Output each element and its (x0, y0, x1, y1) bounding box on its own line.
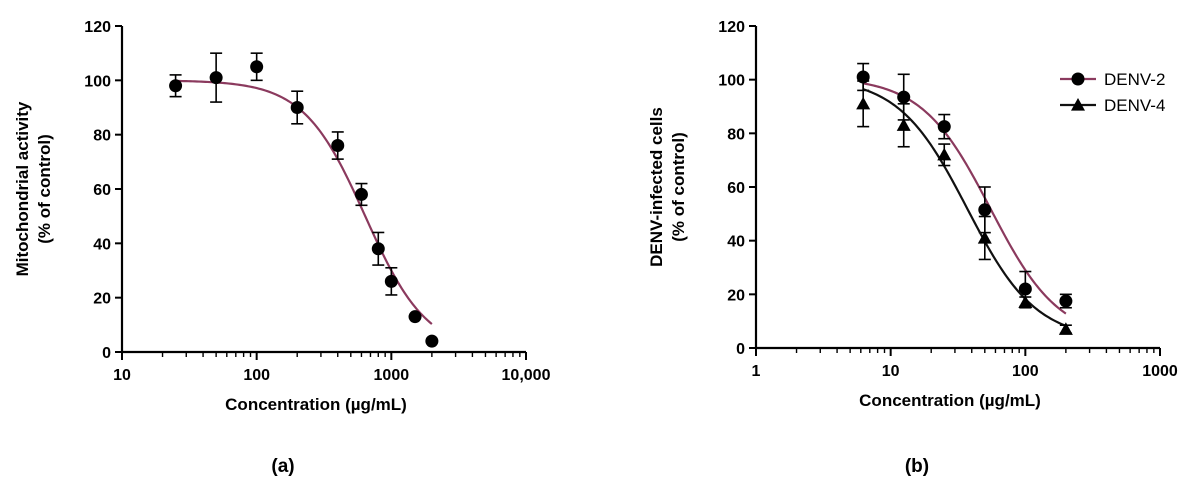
y-tick-label: 80 (93, 128, 111, 145)
data-point (408, 310, 422, 324)
y-tick-label: 120 (718, 19, 745, 36)
data-point (897, 90, 911, 104)
x-axis-label: Concentration (µg/mL) (859, 391, 1041, 410)
x-tick-label: 10 (882, 363, 900, 380)
data-point (1059, 294, 1073, 308)
y-tick-label: 40 (727, 234, 745, 251)
data-point (354, 187, 368, 201)
x-axis-label: Concentration (µg/mL) (225, 395, 407, 414)
fit-curve-denv-4 (862, 88, 1067, 327)
data-point (896, 118, 911, 131)
data-point (1018, 282, 1032, 296)
y-axis-label: DENV-infected cells (647, 107, 666, 267)
data-point (977, 230, 992, 244)
legend-marker (1071, 72, 1085, 86)
x-tick-label: 100 (1012, 363, 1039, 380)
y-tick-label: 0 (102, 345, 111, 362)
y-tick-label: 60 (727, 180, 745, 197)
data-point (425, 334, 439, 348)
y-tick-label: 20 (727, 287, 745, 304)
x-tick-label: 10,000 (502, 367, 551, 384)
data-point (1058, 322, 1073, 335)
legend-label: DENV-2 (1104, 70, 1165, 89)
y-tick-label: 100 (84, 73, 111, 90)
x-tick-label: 1000 (374, 367, 410, 384)
y-tick-label: 100 (718, 73, 745, 90)
data-point (384, 274, 398, 288)
data-point (856, 96, 871, 110)
y-axis-label: (% of control) (35, 134, 54, 244)
panel-label: (a) (271, 456, 294, 477)
x-tick-label: 100 (243, 367, 270, 384)
panel-label: (b) (905, 456, 929, 477)
x-tick-label: 10 (113, 367, 131, 384)
chart-panel-a: 0 20 40 60 80 100 120 10 100 1000 10,000 Concentrat… (13, 19, 551, 477)
legend-label: DENV-4 (1104, 96, 1165, 115)
data-point (1018, 295, 1033, 308)
y-tick-label: 80 (727, 126, 745, 143)
x-tick-label: 1 (752, 363, 761, 380)
y-axis-label: (% of control) (669, 132, 688, 242)
y-tick-label: 120 (84, 19, 111, 36)
legend-marker (1071, 98, 1085, 111)
data-point (937, 120, 951, 134)
y-tick-label: 40 (93, 236, 111, 253)
fit-curve-series (175, 79, 433, 325)
data-point (169, 79, 183, 93)
data-point (331, 139, 345, 153)
data-point (250, 60, 264, 74)
y-tick-label: 60 (93, 182, 111, 199)
fit-curve-denv-2 (862, 82, 1067, 315)
x-tick-label: 1000 (1142, 363, 1178, 380)
y-tick-label: 20 (93, 291, 111, 308)
y-axis-label: Mitochondrial activity (13, 101, 32, 276)
data-point (371, 242, 385, 256)
data-point (978, 203, 992, 217)
y-tick-label: 0 (736, 341, 745, 358)
data-point (290, 101, 304, 114)
data-point (937, 147, 952, 161)
data-point (209, 71, 223, 85)
